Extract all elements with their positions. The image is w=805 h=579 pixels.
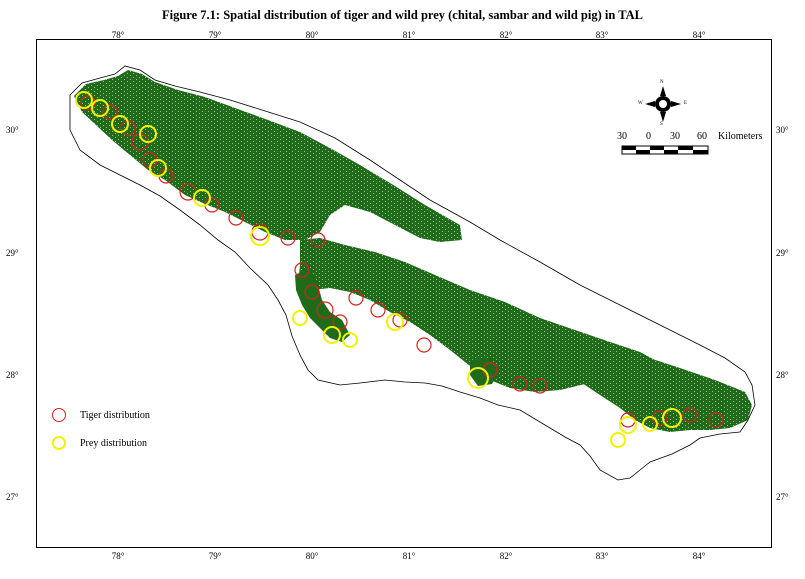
scale-bar <box>621 145 709 155</box>
lon-tick-bottom-82: 82° <box>499 551 513 561</box>
tiger-occurrence <box>682 407 698 423</box>
lon-tick-top-80: 80° <box>305 30 319 40</box>
scale-label-0: 0 <box>646 131 651 142</box>
lat-tick-right-27: 27° <box>776 492 789 502</box>
tiger-occurrence <box>348 290 364 306</box>
lon-tick-bottom-79: 79° <box>208 551 222 561</box>
lon-tick-bottom-81: 81° <box>402 551 416 561</box>
tiger-occurrence <box>332 314 348 330</box>
tiger-occurrence <box>102 104 118 120</box>
tiger-occurrence <box>304 284 320 300</box>
scale-label-30-right: 30 <box>670 131 680 142</box>
forest-cover-west <box>74 70 462 242</box>
lat-tick-right-28: 28° <box>776 370 789 380</box>
tiger-occurrence <box>708 412 724 428</box>
prey-occurrence <box>111 115 129 133</box>
north-arrow-s: S <box>660 122 663 127</box>
legend-tiger: Tiger distribution <box>52 408 150 422</box>
tiger-occurrence <box>370 302 386 318</box>
lon-tick-bottom-80: 80° <box>305 551 319 561</box>
prey-symbol-icon <box>52 436 66 450</box>
tiger-occurrence <box>316 301 334 319</box>
prey-occurrence <box>610 432 626 448</box>
legend-prey-label: Prey distribution <box>80 437 147 449</box>
prey-distribution <box>75 91 682 448</box>
lat-tick-left-27: 27° <box>6 492 19 502</box>
prey-occurrence <box>139 125 157 143</box>
prey-occurrence <box>75 91 93 109</box>
prey-occurrence <box>642 416 658 432</box>
tiger-occurrence <box>532 378 548 394</box>
north-arrow-w: W <box>638 101 643 106</box>
prey-occurrence <box>662 408 682 428</box>
tiger-occurrence <box>512 376 528 392</box>
legend-prey: Prey distribution <box>52 436 147 450</box>
legend-tiger-label: Tiger distribution <box>80 409 150 421</box>
lon-tick-top-83: 83° <box>595 30 609 40</box>
lon-tick-top-82: 82° <box>499 30 513 40</box>
lon-tick-top-81: 81° <box>402 30 416 40</box>
prey-occurrence <box>386 313 404 331</box>
lat-tick-right-29: 29° <box>776 248 789 258</box>
prey-occurrence <box>323 326 341 344</box>
lon-tick-bottom-83: 83° <box>595 551 609 561</box>
prey-occurrence <box>467 367 489 389</box>
prey-occurrence <box>292 310 308 326</box>
map-frame <box>36 39 772 548</box>
prey-occurrence <box>619 416 637 434</box>
north-arrow-n: N <box>660 80 664 85</box>
scale-label-30-left: 30 <box>617 131 627 142</box>
north-arrow <box>645 86 681 122</box>
lat-tick-left-30: 30° <box>6 125 19 135</box>
tiger-occurrence <box>416 337 432 353</box>
lon-tick-bottom-78: 78° <box>111 551 125 561</box>
prey-occurrence <box>149 159 167 177</box>
scale-label-60: 60 <box>697 131 707 142</box>
lon-tick-top-79: 79° <box>208 30 222 40</box>
prey-occurrence <box>342 332 358 348</box>
tiger-occurrence <box>228 210 244 226</box>
tiger-occurrence <box>310 232 326 248</box>
lat-tick-left-29: 29° <box>6 248 19 258</box>
prey-occurrence <box>250 226 270 246</box>
lon-tick-top-78: 78° <box>111 30 125 40</box>
map-title: Figure 7.1: Spatial distribution of tige… <box>162 8 643 22</box>
lon-tick-bottom-84: 84° <box>692 551 706 561</box>
lon-tick-top-84: 84° <box>692 30 706 40</box>
north-arrow-e: E <box>684 101 688 106</box>
lat-tick-left-28: 28° <box>6 370 19 380</box>
forest-cover-east <box>560 345 752 432</box>
prey-occurrence <box>91 99 109 117</box>
tiger-symbol-icon <box>52 408 66 422</box>
tiger-occurrence <box>294 262 310 278</box>
tiger-occurrence <box>280 230 296 246</box>
scale-unit: Kilometers <box>718 131 763 142</box>
lat-tick-right-30: 30° <box>776 125 789 135</box>
prey-occurrence <box>193 189 211 207</box>
